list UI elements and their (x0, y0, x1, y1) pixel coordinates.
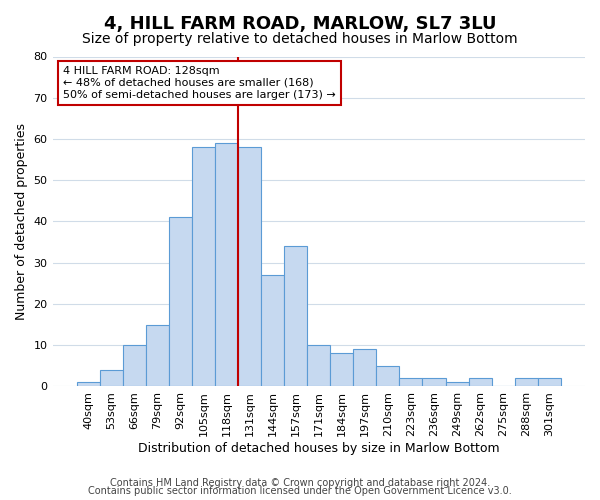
X-axis label: Distribution of detached houses by size in Marlow Bottom: Distribution of detached houses by size … (138, 442, 500, 455)
Bar (422, 378, 446, 386)
Bar (169, 218, 192, 386)
Bar (123, 345, 146, 387)
Bar (307, 345, 330, 387)
Bar (261, 275, 284, 386)
Bar (353, 350, 376, 387)
Bar (515, 378, 538, 386)
Text: Contains HM Land Registry data © Crown copyright and database right 2024.: Contains HM Land Registry data © Crown c… (110, 478, 490, 488)
Bar (538, 378, 561, 386)
Bar (400, 378, 422, 386)
Text: 4 HILL FARM ROAD: 128sqm
← 48% of detached houses are smaller (168)
50% of semi-: 4 HILL FARM ROAD: 128sqm ← 48% of detach… (63, 66, 336, 100)
Y-axis label: Number of detached properties: Number of detached properties (15, 123, 28, 320)
Text: Contains public sector information licensed under the Open Government Licence v3: Contains public sector information licen… (88, 486, 512, 496)
Bar (330, 354, 353, 386)
Bar (215, 143, 238, 386)
Bar (100, 370, 123, 386)
Bar (376, 366, 400, 386)
Bar (77, 382, 100, 386)
Text: Size of property relative to detached houses in Marlow Bottom: Size of property relative to detached ho… (82, 32, 518, 46)
Bar (469, 378, 491, 386)
Bar (146, 324, 169, 386)
Bar (238, 147, 261, 386)
Bar (192, 147, 215, 386)
Text: 4, HILL FARM ROAD, MARLOW, SL7 3LU: 4, HILL FARM ROAD, MARLOW, SL7 3LU (104, 15, 496, 33)
Bar (284, 246, 307, 386)
Bar (446, 382, 469, 386)
